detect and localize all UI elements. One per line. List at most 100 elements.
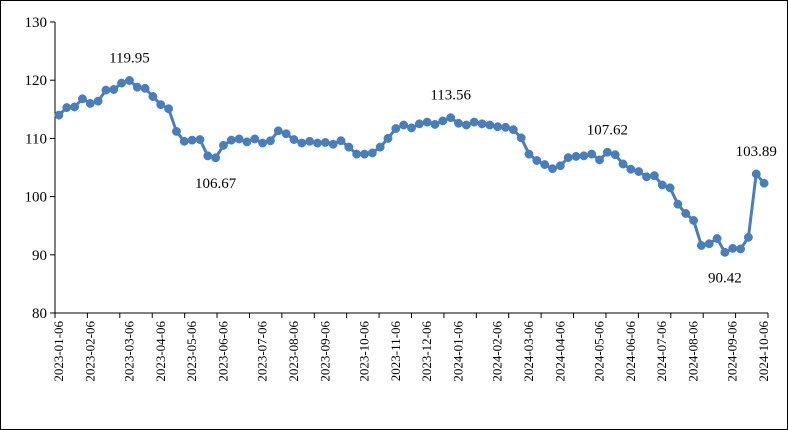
data-point: [626, 164, 636, 174]
x-axis-ticks: 2023-01-06 2023-02-06 2023-03-06 2023-04-06…: [51, 313, 771, 382]
data-point: [673, 199, 683, 209]
data-point: [219, 140, 228, 150]
y-tick-label: 120: [25, 73, 48, 89]
data-point: [634, 167, 644, 177]
data-point: [352, 149, 362, 159]
data-point: [305, 136, 315, 146]
data-point: [281, 129, 291, 139]
data-point: [70, 102, 80, 112]
data-point: [344, 142, 354, 152]
annotation-label: 103.89: [736, 144, 777, 160]
data-point: [266, 136, 275, 146]
data-point: [485, 120, 495, 130]
x-tick-label: 2024-06-06: [623, 321, 638, 382]
data-point: [117, 78, 127, 88]
data-point: [657, 180, 667, 190]
data-point: [77, 94, 87, 104]
data-point: [712, 234, 722, 243]
data-point: [493, 122, 503, 132]
data-point: [414, 119, 424, 129]
data-point: [62, 103, 72, 113]
annotations: 119.95 106.67 113.56 107.62 90.42 103.89: [109, 50, 777, 286]
data-point: [258, 138, 268, 148]
data-point: [720, 247, 730, 257]
data-point: [477, 119, 487, 129]
data-point: [164, 104, 174, 114]
axes: [54, 22, 768, 314]
data-point: [407, 123, 416, 133]
data-point: [508, 125, 518, 135]
data-point: [665, 183, 675, 193]
data-point: [602, 147, 612, 157]
data-point: [124, 76, 134, 85]
x-tick-label: 2023-11-06: [388, 321, 403, 382]
data-point: [696, 241, 706, 250]
data-point: [171, 126, 181, 136]
x-tick-label: 2023-03-06: [121, 321, 136, 382]
data-point: [179, 136, 189, 146]
annotation-label: 119.95: [109, 50, 150, 66]
data-point: [571, 151, 581, 161]
x-tick-label: 2023-10-06: [356, 321, 371, 382]
data-point: [595, 155, 604, 165]
data-point: [422, 117, 432, 127]
data-point: [524, 149, 534, 159]
data-series: [54, 76, 769, 257]
data-point: [704, 239, 714, 249]
x-tick-label: 2024-07-06: [654, 321, 669, 382]
data-point: [642, 172, 652, 182]
data-point: [469, 117, 479, 127]
data-point: [501, 122, 510, 132]
x-tick-label: 2024-08-06: [686, 321, 701, 382]
annotation-label: 106.67: [195, 176, 237, 192]
x-tick-label: 2024-05-06: [592, 321, 607, 382]
x-tick-label: 2024-09-06: [725, 321, 740, 382]
data-point: [132, 82, 142, 92]
data-point: [751, 169, 761, 179]
data-point: [101, 85, 111, 95]
data-point: [109, 85, 119, 94]
data-point: [391, 124, 401, 133]
data-point: [555, 161, 565, 171]
y-tick-label: 80: [32, 306, 47, 322]
y-axis-ticks: 80 90 100 110 120 130: [25, 15, 55, 322]
x-tick-label: 2024-01-06: [451, 321, 466, 382]
data-point: [336, 136, 346, 146]
annotation-label: 107.62: [587, 122, 628, 138]
x-tick-label: 2023-02-06: [82, 321, 97, 382]
data-point: [516, 133, 526, 143]
data-point: [156, 100, 166, 110]
data-point: [728, 243, 738, 253]
data-point: [548, 164, 557, 174]
data-point: [461, 120, 471, 130]
data-point: [313, 138, 322, 148]
data-point: [649, 171, 659, 181]
data-point: [438, 116, 448, 126]
data-point: [242, 137, 252, 147]
data-point: [360, 149, 369, 159]
data-point: [195, 135, 205, 145]
data-point: [187, 135, 197, 145]
data-point: [148, 92, 158, 101]
x-tick-label: 2023-07-06: [255, 321, 270, 382]
data-point: [689, 216, 699, 225]
data-point: [563, 153, 573, 163]
data-point: [273, 126, 283, 136]
y-tick-label: 110: [25, 131, 47, 147]
x-tick-label: 2023-05-06: [184, 321, 199, 382]
data-point: [454, 118, 463, 128]
data-point: [250, 134, 260, 144]
data-point: [430, 119, 440, 129]
x-tick-label: 2024-03-06: [521, 321, 536, 382]
data-point: [375, 142, 385, 152]
x-tick-label: 2024-10-06: [756, 321, 771, 382]
x-tick-label: 2023-08-06: [286, 321, 301, 382]
y-tick-label: 90: [32, 248, 47, 264]
x-tick-label: 2023-06-06: [215, 321, 230, 382]
data-point: [736, 244, 746, 254]
data-point: [226, 135, 236, 145]
data-point: [446, 113, 456, 123]
data-point: [320, 138, 330, 147]
x-tick-label: 2023-04-06: [153, 321, 168, 382]
